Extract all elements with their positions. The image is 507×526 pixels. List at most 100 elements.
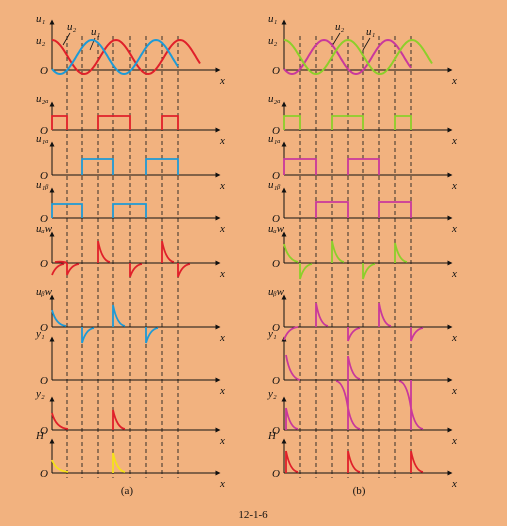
u2-curve <box>283 38 433 76</box>
spike <box>51 459 69 473</box>
origin-label: O <box>272 375 280 387</box>
leader-line <box>331 32 341 47</box>
x-axis-label: x <box>451 332 457 344</box>
spike <box>398 380 412 409</box>
spike <box>299 263 313 280</box>
x-axis-label: x <box>451 385 457 397</box>
row-label: H <box>267 430 277 442</box>
spike <box>347 327 361 342</box>
pulse <box>283 115 301 130</box>
spike <box>161 240 175 263</box>
x-axis-label: x <box>219 180 225 192</box>
spike <box>112 304 126 327</box>
origin-label: O <box>40 322 48 334</box>
u1-curve <box>51 38 201 76</box>
spike <box>54 260 68 264</box>
row-label: y₁ <box>267 328 277 340</box>
row-label: y₂ <box>267 388 277 400</box>
spike <box>81 327 95 344</box>
panel-b-caption: (b) <box>353 485 366 497</box>
pulse <box>283 158 317 175</box>
origin-label: O <box>272 65 280 77</box>
pulse <box>315 201 349 218</box>
pulse <box>347 158 380 175</box>
origin-label: O <box>40 468 48 480</box>
row-label: u₁ₐ <box>36 133 49 145</box>
spike <box>283 326 299 341</box>
spike <box>347 450 361 473</box>
spike <box>177 263 191 278</box>
pulse <box>112 203 147 218</box>
spike <box>285 450 299 473</box>
row-label: u₁ <box>36 13 46 25</box>
pulse <box>331 115 364 130</box>
spike <box>315 302 329 327</box>
x-axis-label: x <box>219 332 225 344</box>
row-label: y₁ <box>35 328 45 340</box>
row-label-secondary: u₂ <box>36 35 46 47</box>
spike <box>285 354 301 381</box>
row-label: u₂ₐ <box>268 93 281 105</box>
x-axis-label: x <box>219 385 225 397</box>
spike <box>51 412 69 430</box>
spike <box>66 263 80 276</box>
x-axis-label: x <box>219 223 225 235</box>
row-label-secondary: u₂ <box>268 35 278 47</box>
spike <box>97 240 111 263</box>
origin-label: O <box>272 322 280 334</box>
x-axis-label: x <box>451 478 457 490</box>
x-axis-label: x <box>451 223 457 235</box>
origin-label: O <box>40 65 48 77</box>
pulse <box>81 158 114 175</box>
x-axis-label: x <box>451 135 457 147</box>
x-axis-label: x <box>219 75 225 87</box>
spike <box>347 355 361 380</box>
leader-line <box>362 37 371 51</box>
pulse <box>145 158 179 175</box>
spike <box>283 243 299 263</box>
row-label: uᵦw <box>36 286 53 298</box>
row-label: u₂ₐ <box>36 93 49 105</box>
spike <box>112 452 126 473</box>
spike <box>331 240 345 263</box>
origin-label: O <box>40 213 48 225</box>
spike <box>378 302 392 327</box>
spike <box>129 263 143 278</box>
leader-line <box>62 32 71 46</box>
x-axis-label: x <box>451 435 457 447</box>
row-label: uₐw <box>268 223 285 235</box>
x-axis-label: x <box>451 180 457 192</box>
x-axis-label: x <box>219 135 225 147</box>
curve-label-u1: u₁ <box>366 26 376 38</box>
spike <box>347 407 361 430</box>
spike <box>410 407 424 430</box>
spike <box>112 409 126 430</box>
x-axis-label: x <box>219 268 225 280</box>
x-axis-label: x <box>451 268 457 280</box>
row-label: uᵦw <box>268 286 285 298</box>
origin-label: O <box>40 258 48 270</box>
spike <box>145 327 159 344</box>
pulse <box>394 115 412 130</box>
panel-b: Oxu₁u₂Oxu₂ₐOxu₁ₐOxu₁ᵦOxuₐwOxuᵦwOxy₁Oxy₂O… <box>267 13 457 490</box>
pulse <box>161 115 179 130</box>
u1-curve <box>283 38 412 76</box>
spike <box>410 327 424 342</box>
spike <box>410 450 424 473</box>
panel-a-caption: (a) <box>121 485 134 497</box>
origin-label: O <box>40 425 48 437</box>
row-label: y₂ <box>35 388 45 400</box>
origin-label: O <box>272 258 280 270</box>
curve-label-u1: u₁ <box>91 26 101 38</box>
origin-label: O <box>40 170 48 182</box>
pulse <box>97 115 131 130</box>
figure-id: 12-1-6 <box>238 509 268 521</box>
pulse <box>51 203 83 218</box>
spike <box>335 380 349 409</box>
origin-label: O <box>272 468 280 480</box>
spike <box>394 242 408 263</box>
u2-curve <box>51 38 179 76</box>
row-label: uₐw <box>36 223 53 235</box>
pulse <box>51 115 68 130</box>
